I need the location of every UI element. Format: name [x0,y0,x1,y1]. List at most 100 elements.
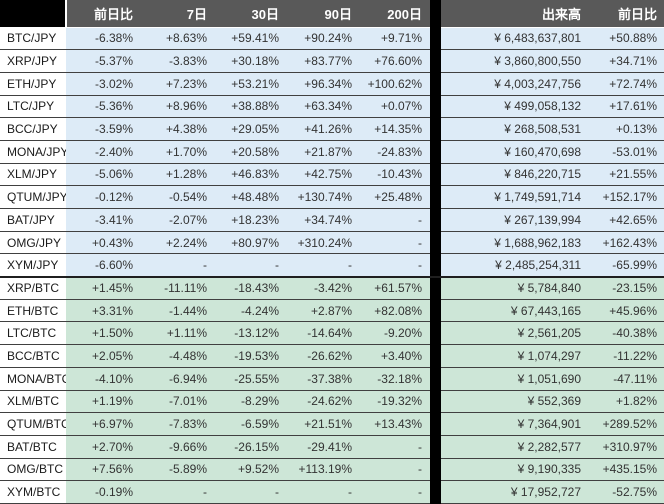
table-body: BTC/JPY -6.38% +8.63% +59.41% +90.24% +9… [0,27,664,504]
volume-cell: ¥ 2,282,577 [441,435,587,459]
change-200d-cell: -9.20% [360,321,430,346]
volume-change-cell: +435.15% [587,458,664,482]
header-row: 前日比 7日 30日 90日 200日 出来高 前日比 [0,0,664,28]
change-7d-cell: -0.54% [141,185,215,209]
change-90d-cell: +21.87% [287,140,360,164]
pair-name-cell: LTC/BTC [0,321,66,346]
change-200d-cell: - [360,231,430,255]
volume-change-cell: +0.13% [587,117,664,141]
change-30d-cell: -8.29% [215,390,287,414]
pair-name-cell: ETH/JPY [0,72,66,96]
volume-cell: ¥ 2,561,205 [441,321,587,346]
change-30d-cell: +59.41% [215,27,287,51]
volume-change-cell: -11.22% [587,344,664,368]
volume-cell: ¥ 267,139,994 [441,208,587,232]
table-row: OMG/BTC +7.56% -5.89% +9.52% +113.19% - … [0,458,664,482]
table-header: 前日比 7日 30日 90日 200日 出来高 前日比 [0,0,664,28]
pair-name-cell: MONA/BTC [0,367,66,391]
volume-change-cell: +1.82% [587,390,664,414]
change-90d-cell: +130.74% [287,185,360,209]
change-30d-cell: +18.23% [215,208,287,232]
change-1d-cell: -3.41% [66,208,141,232]
change-7d-cell: -5.89% [141,458,215,482]
volume-change-cell: +50.88% [587,27,664,51]
volume-cell: ¥ 5,784,840 [441,275,587,300]
change-30d-cell: -4.24% [215,299,287,323]
section-divider-bar [430,72,441,96]
change-1d-cell: -4.10% [66,367,141,391]
change-1d-cell: -0.12% [66,185,141,209]
table-row: XYM/BTC -0.19% - - - - ¥ 17,952,727 -52.… [0,480,664,504]
change-200d-cell: - [360,435,430,459]
volume-cell: ¥ 1,051,690 [441,367,587,391]
change-1d-cell: -0.19% [66,480,141,504]
change-200d-cell: - [360,480,430,504]
change-30d-cell: +38.88% [215,95,287,119]
volume-cell: ¥ 6,483,637,801 [441,27,587,51]
section-divider-bar [430,208,441,232]
table-row: XRP/BTC +1.45% -11.11% -18.43% -3.42% +6… [0,275,664,300]
change-90d-cell: +63.34% [287,95,360,119]
change-200d-cell: -10.43% [360,163,430,187]
section-divider-bar [430,480,441,504]
volume-cell: ¥ 552,369 [441,390,587,414]
change-90d-cell: +2.87% [287,299,360,323]
volume-change-cell: -23.15% [587,275,664,300]
volume-cell: ¥ 1,749,591,714 [441,185,587,209]
change-7d-cell: -7.01% [141,390,215,414]
change-200d-cell: +3.40% [360,344,430,368]
change-90d-cell: -37.38% [287,367,360,391]
volume-change-cell: +17.61% [587,95,664,119]
change-1d-cell: -5.36% [66,95,141,119]
pair-name-cell: BTC/JPY [0,27,66,51]
volume-change-cell: +34.71% [587,49,664,73]
change-200d-cell: +100.62% [360,72,430,96]
change-7d-cell: -4.48% [141,344,215,368]
change-7d-cell: +8.96% [141,95,215,119]
volume-change-cell: +45.96% [587,299,664,323]
table-row: XRP/JPY -5.37% -3.83% +30.18% +83.77% +7… [0,49,664,73]
change-30d-cell: -26.15% [215,435,287,459]
volume-cell: ¥ 4,003,247,756 [441,72,587,96]
change-7d-cell: +4.38% [141,117,215,141]
change-30d-cell: - [215,480,287,504]
table-row: MONA/BTC -4.10% -6.94% -25.55% -37.38% -… [0,367,664,391]
change-90d-cell: +96.34% [287,72,360,96]
change-90d-cell: -26.62% [287,344,360,368]
change-7d-cell: -3.83% [141,49,215,73]
volume-cell: ¥ 1,688,962,183 [441,231,587,255]
volume-change-cell: -47.11% [587,367,664,391]
change-30d-cell: -19.53% [215,344,287,368]
change-90d-cell: -29.41% [287,435,360,459]
volume-cell: ¥ 499,058,132 [441,95,587,119]
section-divider-bar [430,117,441,141]
change-1d-cell: +0.43% [66,231,141,255]
table-row: LTC/BTC +1.50% +1.11% -13.12% -14.64% -9… [0,321,664,346]
volume-change-cell: -52.75% [587,480,664,504]
change-90d-cell: +90.24% [287,27,360,51]
change-30d-cell: -13.12% [215,321,287,346]
change-200d-cell: +0.07% [360,95,430,119]
change-1d-cell: +1.45% [66,275,141,300]
change-200d-cell: -24.83% [360,140,430,164]
change-1d-cell: -3.02% [66,72,141,96]
change-200d-cell: - [360,458,430,482]
section-divider-bar [430,299,441,323]
table-row: QTUM/JPY -0.12% -0.54% +48.48% +130.74% … [0,185,664,209]
change-1d-cell: +7.56% [66,458,141,482]
volume-change-cell: -40.38% [587,321,664,346]
change-200d-cell: - [360,208,430,232]
change-200d-cell: +76.60% [360,49,430,73]
section-divider-bar [430,253,441,278]
volume-cell: ¥ 7,364,901 [441,412,587,436]
change-7d-cell: +2.24% [141,231,215,255]
change-200d-cell: +61.57% [360,275,430,300]
table-row: BAT/BTC +2.70% -9.66% -26.15% -29.41% - … [0,435,664,459]
pair-name-cell: QTUM/BTC [0,412,66,436]
change-90d-cell: -24.62% [287,390,360,414]
change-90d-cell: - [287,253,360,278]
change-7d-cell: -11.11% [141,275,215,300]
change-90d-cell: +41.26% [287,117,360,141]
pair-name-cell: BAT/BTC [0,435,66,459]
change-1d-cell: -3.59% [66,117,141,141]
